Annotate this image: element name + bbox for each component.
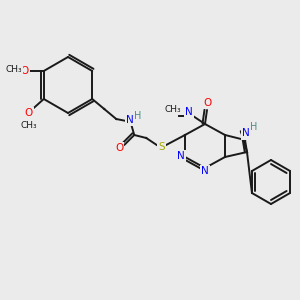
Text: N: N xyxy=(126,115,134,125)
Text: CH₃: CH₃ xyxy=(5,64,22,74)
Text: O: O xyxy=(21,66,29,76)
Text: N: N xyxy=(177,151,185,161)
Text: H: H xyxy=(134,111,141,121)
Text: O: O xyxy=(115,143,123,153)
Text: CH₃: CH₃ xyxy=(20,121,37,130)
Text: CH₃: CH₃ xyxy=(165,106,181,115)
Text: S: S xyxy=(158,142,165,152)
Text: N: N xyxy=(242,128,250,139)
Text: N: N xyxy=(201,166,209,176)
Text: O: O xyxy=(25,108,33,118)
Text: O: O xyxy=(204,98,212,108)
Text: N: N xyxy=(185,107,193,117)
Text: H: H xyxy=(250,122,258,133)
